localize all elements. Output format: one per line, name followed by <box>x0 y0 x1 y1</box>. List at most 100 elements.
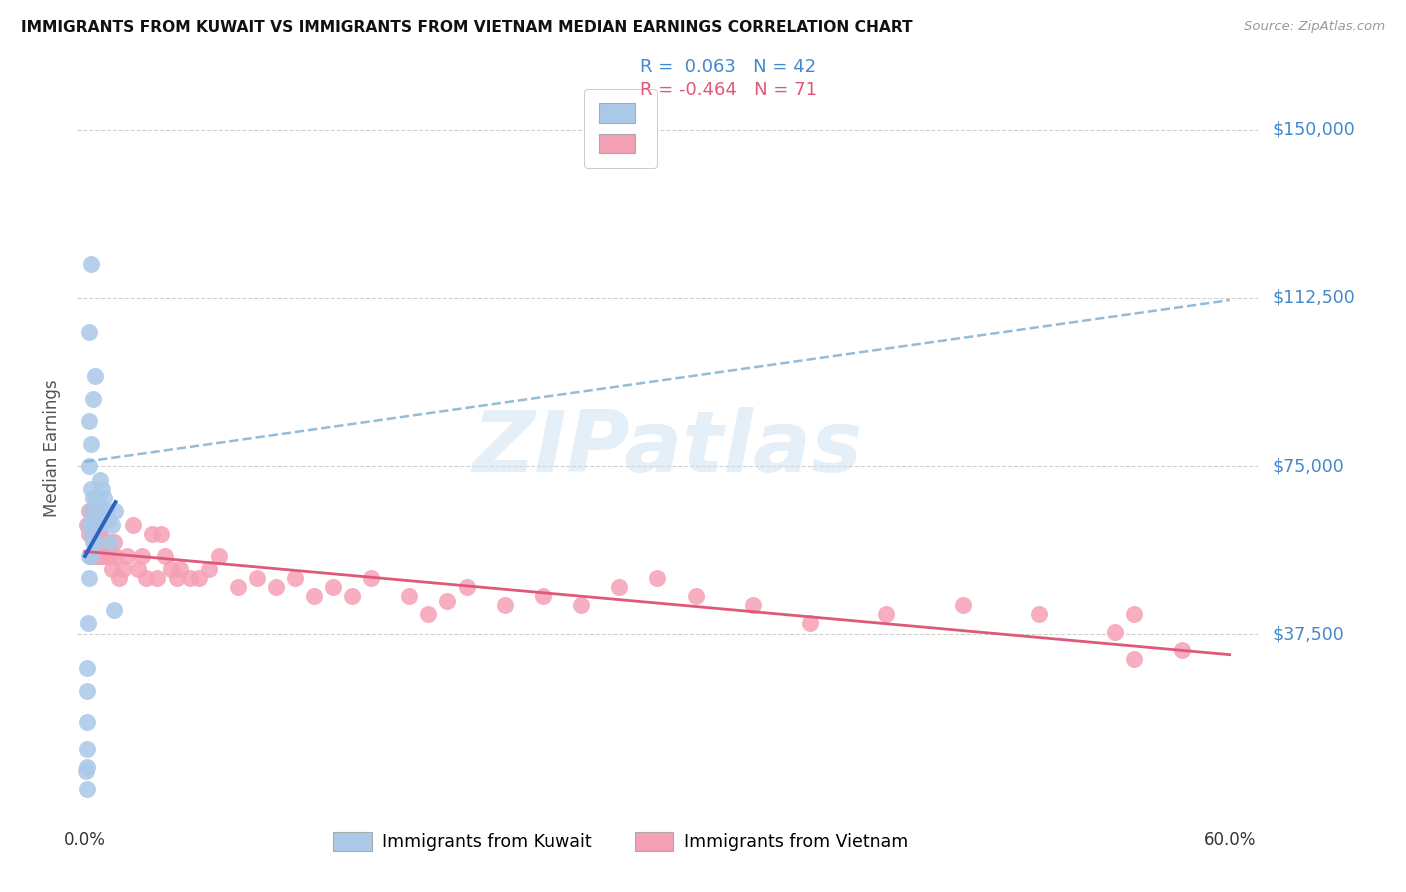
Point <box>82 392 104 406</box>
Point <box>76 714 98 729</box>
Point <box>87 491 110 505</box>
Point <box>104 549 127 563</box>
Point <box>103 535 125 549</box>
Point <box>83 535 105 549</box>
Point <box>169 562 191 576</box>
Point <box>91 504 114 518</box>
Point <box>108 571 131 585</box>
Text: $112,500: $112,500 <box>1272 289 1355 307</box>
Point <box>82 491 104 505</box>
Point <box>77 517 100 532</box>
Text: $75,000: $75,000 <box>1272 458 1344 475</box>
Point <box>103 603 125 617</box>
Point <box>82 549 104 563</box>
Point <box>76 661 98 675</box>
Point <box>86 517 108 532</box>
Point <box>93 491 115 505</box>
Legend: Immigrants from Kuwait, Immigrants from Vietnam: Immigrants from Kuwait, Immigrants from … <box>326 825 915 858</box>
Point <box>89 549 111 563</box>
Point <box>89 526 111 541</box>
Point <box>456 580 478 594</box>
Point <box>76 742 98 756</box>
Point <box>121 517 143 532</box>
Point <box>97 535 120 549</box>
Point <box>569 599 592 613</box>
Point <box>77 325 100 339</box>
Point <box>77 526 100 541</box>
Text: $150,000: $150,000 <box>1272 120 1355 138</box>
Point <box>82 513 104 527</box>
Point <box>127 562 149 576</box>
Text: $37,500: $37,500 <box>1272 625 1344 643</box>
Point <box>246 571 269 585</box>
Point <box>1104 625 1126 640</box>
Point <box>418 607 440 622</box>
Point <box>98 535 121 549</box>
Point <box>112 562 135 576</box>
Point <box>150 526 173 541</box>
Point <box>91 482 114 496</box>
Point <box>93 549 115 563</box>
Point <box>75 764 97 779</box>
Point <box>79 549 101 563</box>
Point <box>146 571 169 585</box>
Point <box>89 473 111 487</box>
Point <box>188 571 211 585</box>
Point <box>94 549 117 563</box>
Point <box>264 580 287 594</box>
Y-axis label: Median Earnings: Median Earnings <box>44 379 62 517</box>
Point <box>79 549 101 563</box>
Point <box>1123 607 1146 622</box>
Text: ZIPatlas: ZIPatlas <box>472 407 863 490</box>
Point <box>94 504 117 518</box>
Point <box>79 482 101 496</box>
Point <box>98 549 121 563</box>
Point <box>685 590 707 604</box>
Point <box>76 760 98 774</box>
Point <box>131 549 153 563</box>
Point <box>104 504 127 518</box>
Point <box>76 782 98 797</box>
Point <box>607 580 630 594</box>
Point <box>87 517 110 532</box>
Point <box>226 580 249 594</box>
Point <box>153 549 176 563</box>
Point <box>77 504 100 518</box>
Point <box>79 436 101 450</box>
Point <box>166 571 188 585</box>
Point <box>87 526 110 541</box>
Point <box>79 504 101 518</box>
Point <box>77 414 100 428</box>
Point <box>83 513 105 527</box>
Point <box>141 526 163 541</box>
Point <box>952 599 974 613</box>
Point <box>86 491 108 505</box>
Text: 60.0%: 60.0% <box>1204 830 1256 848</box>
Point <box>799 616 821 631</box>
Point <box>86 549 108 563</box>
Text: Source: ZipAtlas.com: Source: ZipAtlas.com <box>1244 20 1385 33</box>
Point <box>76 517 98 532</box>
Point <box>1123 652 1146 666</box>
Point <box>340 590 363 604</box>
Point <box>115 549 138 563</box>
Point <box>77 571 100 585</box>
Point <box>83 369 105 384</box>
Point <box>207 549 229 563</box>
Text: 0.0%: 0.0% <box>65 830 105 848</box>
Point <box>531 590 554 604</box>
Point <box>302 590 325 604</box>
Point <box>198 562 221 576</box>
Point <box>77 549 100 563</box>
Point <box>179 571 201 585</box>
Point <box>100 562 122 576</box>
Point <box>83 549 105 563</box>
Point <box>87 549 110 563</box>
Text: IMMIGRANTS FROM KUWAIT VS IMMIGRANTS FROM VIETNAM MEDIAN EARNINGS CORRELATION CH: IMMIGRANTS FROM KUWAIT VS IMMIGRANTS FRO… <box>21 20 912 35</box>
Point <box>360 571 382 585</box>
Point <box>83 535 105 549</box>
Point <box>647 571 669 585</box>
Point <box>97 513 120 527</box>
Point <box>89 504 111 518</box>
Point <box>76 616 98 631</box>
